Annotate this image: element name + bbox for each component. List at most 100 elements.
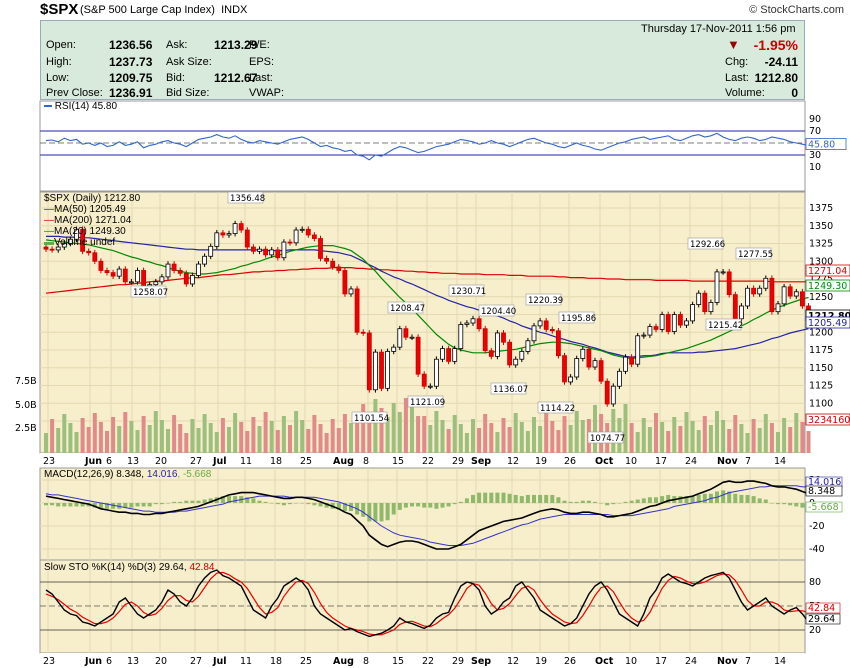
x-axis-label-top: 18 <box>270 456 282 467</box>
macd-histogram-bar <box>62 503 67 507</box>
x-axis-label-bottom: Sep <box>471 656 491 667</box>
candle-body <box>336 266 342 271</box>
macd-histogram-bar <box>269 503 274 504</box>
volume-bar <box>635 432 640 453</box>
candle-body <box>360 331 366 334</box>
candle-body <box>653 326 659 330</box>
price-annotation: 1258.07 <box>133 288 168 298</box>
quote-panel: Open: 1236.56 High: 1237.73 Low: 1209.75… <box>40 20 805 100</box>
macd-histogram-bar <box>727 491 732 503</box>
price-annotation: 1215.42 <box>708 321 743 331</box>
ask-value: 1213.29 <box>214 38 258 52</box>
candle-body <box>763 277 769 289</box>
price-tick-label: 1300 <box>809 256 833 267</box>
macd-histogram-bar <box>190 500 195 503</box>
price-tick-label: 1275 <box>809 274 833 285</box>
x-axis-label-bottom: 22 <box>422 656 434 667</box>
macd-histogram-bar <box>379 503 384 522</box>
last-label: Last: <box>249 72 273 84</box>
price-annotation: 1101.54 <box>354 414 389 424</box>
price-annotation-box <box>735 247 772 260</box>
price-panel <box>39 191 806 454</box>
macd-histogram-bar <box>635 499 640 503</box>
macd-histogram-bar <box>141 503 146 507</box>
x-axis-label-top: 26 <box>564 456 576 467</box>
macd-value-label: -5.668 <box>808 502 839 513</box>
volume-bar <box>159 420 164 453</box>
macd-histogram-bar <box>111 503 116 509</box>
macd-histogram-bar <box>556 497 561 503</box>
macd-histogram-bar <box>196 500 201 503</box>
bid-size-label: Bid Size: <box>166 87 210 99</box>
volume-label: Volume: <box>725 87 765 99</box>
volume-bar <box>458 424 463 453</box>
volume-bar <box>538 426 543 453</box>
x-axis-label-top: Sep <box>471 456 491 467</box>
candle-body <box>196 263 201 276</box>
macd-histogram-bar <box>763 499 768 503</box>
candle-body <box>189 275 195 285</box>
macd-histogram-bar <box>68 503 73 507</box>
candle-body <box>305 228 311 236</box>
candle-body <box>732 294 738 320</box>
volume-bar <box>641 418 646 453</box>
price-annotation-box <box>558 311 595 324</box>
symbol: $SPX <box>40 1 79 18</box>
candle-body <box>470 318 476 324</box>
volume-bar <box>422 416 427 453</box>
macd-histogram-bar <box>227 496 231 503</box>
volume-bar <box>672 417 677 453</box>
volume-tick-label: 2.5B <box>15 423 37 434</box>
candle-body <box>214 232 220 247</box>
candle-body <box>501 332 506 343</box>
high-label: High: <box>46 56 72 68</box>
volume-bar <box>62 414 67 453</box>
macd-histogram-bar <box>721 490 726 503</box>
volume-bar <box>294 411 299 453</box>
candle-body <box>128 281 134 284</box>
macd-histogram-bar <box>403 503 408 508</box>
candle-body <box>342 270 348 295</box>
candle-body <box>55 246 61 251</box>
volume-bar <box>428 425 433 453</box>
volume-bar <box>525 431 530 453</box>
macd-histogram-bar <box>489 492 494 503</box>
price-tick-label: 1150 <box>809 363 833 374</box>
legend-ma50: —MA(50) 1205.49 <box>44 204 126 215</box>
right-value-label: 1212.80 <box>808 311 850 322</box>
volume-bar <box>373 399 378 453</box>
right-value-box <box>805 316 850 329</box>
price-annotation-box <box>525 293 562 306</box>
volume-bar <box>769 423 774 453</box>
candle-body <box>537 320 543 327</box>
ask-size-label: Ask Size: <box>166 56 212 68</box>
candle-body <box>366 332 372 391</box>
candle-body <box>397 328 403 348</box>
x-axis-label-top: Oct <box>595 456 614 467</box>
price-tick-label: 1175 <box>809 345 833 356</box>
candle-body <box>586 348 592 368</box>
price-annotation: 1074.77 <box>590 434 625 444</box>
volume-bar <box>507 427 512 453</box>
macd-histogram-bar <box>678 496 683 503</box>
volume-bar <box>745 433 750 453</box>
macd-histogram-bar <box>477 492 482 503</box>
macd-histogram-bar <box>434 503 439 509</box>
volume-bar <box>190 419 195 453</box>
macd-histogram-bar <box>788 503 793 506</box>
macd-histogram-bar <box>208 498 213 503</box>
volume-bar <box>684 412 689 453</box>
price-annotation: 1195.86 <box>561 314 596 324</box>
candle-body <box>690 304 695 322</box>
macd-histogram-bar <box>544 494 549 503</box>
macd-line <box>45 480 809 550</box>
legend-ma20: —MA(20) 1249.30 <box>44 226 126 237</box>
candle-body <box>617 370 622 387</box>
macd-histogram-bar <box>580 500 585 503</box>
macd-histogram-bar <box>385 503 390 521</box>
volume-bar <box>220 418 225 453</box>
price-annotation: 1220.39 <box>528 296 563 306</box>
bid-label: Bid: <box>166 72 185 84</box>
price-annotation-box <box>478 304 515 317</box>
x-axis-label-top: 13 <box>127 456 139 467</box>
